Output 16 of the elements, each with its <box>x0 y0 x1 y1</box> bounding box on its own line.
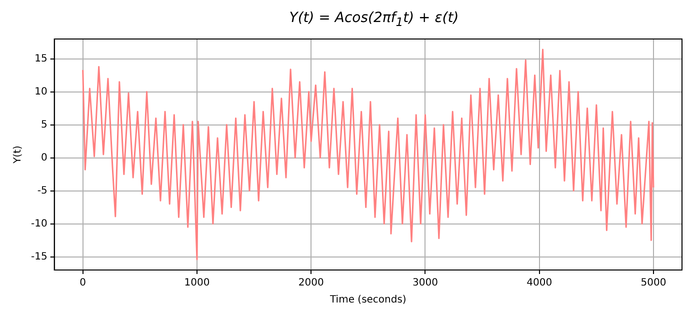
y-tick-label: 5 <box>40 119 48 130</box>
y-tick-label: -15 <box>30 251 48 262</box>
y-axis-title: Y(t) <box>12 145 24 164</box>
y-tick-label: 10 <box>34 86 48 98</box>
x-tick-label: 3000 <box>412 278 438 289</box>
x-tick-label: 4000 <box>526 278 552 289</box>
chart-title: Y(t) = Acos(2πf$_{1}$t) + ε(t) <box>288 9 460 30</box>
x-tick-label: 0 <box>80 278 86 289</box>
y-tick-label: 15 <box>34 53 48 64</box>
y-tick-label: -5 <box>37 185 48 196</box>
x-tick-label: 5000 <box>640 278 666 289</box>
y-tick-label: 0 <box>40 152 48 164</box>
x-tick-label: 1000 <box>184 278 210 289</box>
x-axis-title: Time (seconds) <box>329 294 406 306</box>
y-tick-label: -10 <box>30 218 48 230</box>
x-tick-label: 2000 <box>298 278 324 289</box>
